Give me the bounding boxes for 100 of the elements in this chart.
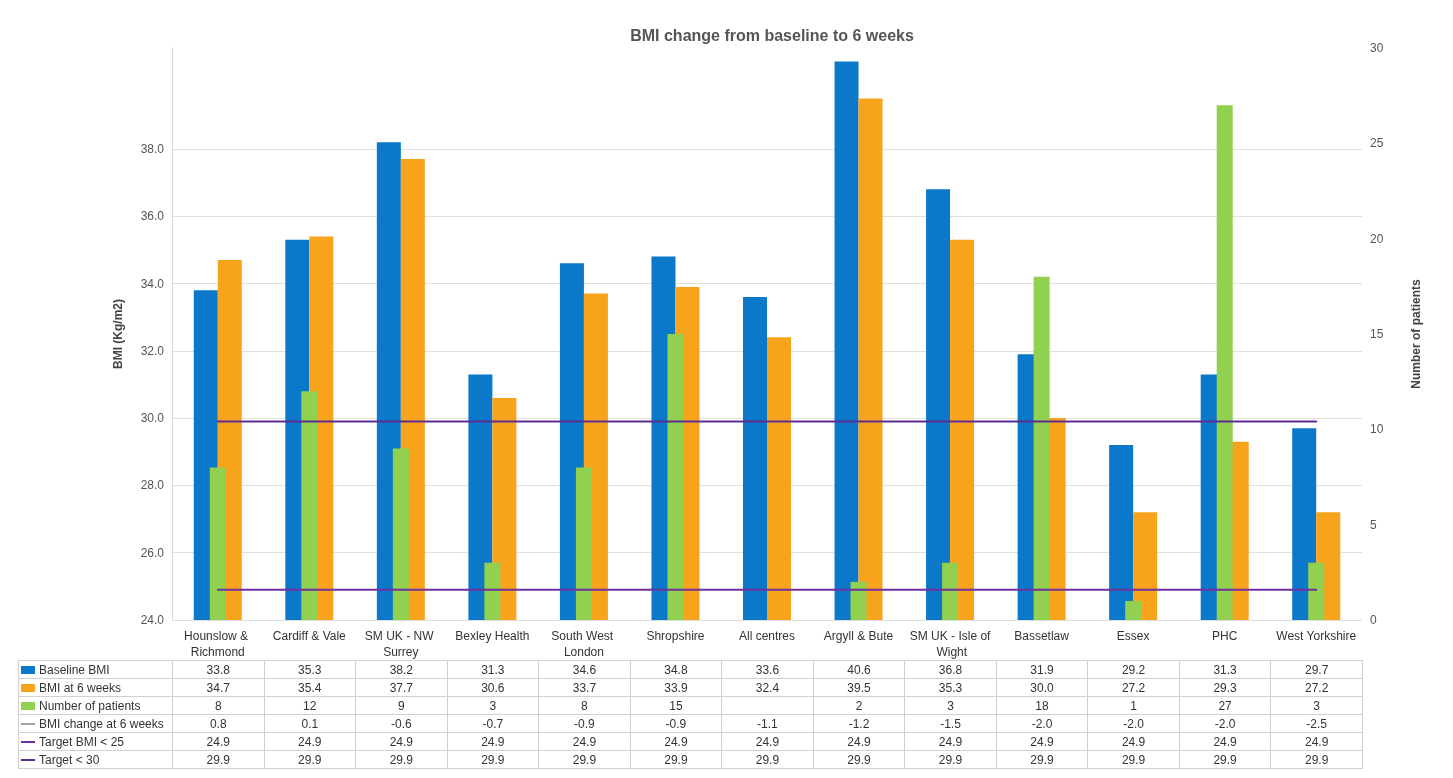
y-tick-label: 38.0 (140, 141, 165, 156)
data-label: 37.7 (355, 678, 448, 697)
data-label: 24.9 (813, 732, 905, 751)
data-label: 9 (355, 696, 448, 715)
text: 0.8 (209, 716, 227, 731)
text: -0.7 (482, 716, 504, 731)
data-label: 36.8 (904, 660, 997, 679)
data-label: 12 (264, 696, 356, 715)
data-label: 32.4 (721, 678, 814, 697)
legend-label: Number of patients (18, 696, 173, 715)
x-tick-label: Shropshire (646, 629, 705, 643)
x-tick-label: SM UK - Isle of Wight (909, 629, 992, 659)
y2-tick-label: 30 (1370, 41, 1384, 55)
data-label: 1 (1087, 696, 1180, 715)
legend-label: BMI at 6 weeks (18, 678, 173, 697)
data-label: 29.9 (355, 750, 448, 769)
data-label: 29.9 (904, 750, 997, 769)
x-tick-label: Essex (1116, 629, 1150, 643)
chart-title: BMI change from baseline to 6 weeks (630, 26, 914, 44)
y-tick-label: 36.0 (140, 209, 165, 224)
data-label: 33.8 (172, 660, 265, 679)
data-label: 33.6 (721, 660, 814, 679)
x-tick-label: PHC (1212, 629, 1238, 643)
data-label: 35.3 (264, 660, 356, 679)
y-tick-label: 30.0 (140, 411, 165, 426)
data-label: 40.6 (813, 660, 905, 679)
data-label: 24.9 (904, 732, 997, 751)
text: -1.5 (940, 716, 961, 731)
data-label: 27 (1179, 696, 1271, 715)
y-axis-title: BMI (Kg/m2) (111, 299, 125, 369)
x-tick-label: Cardiff & Vale (272, 629, 347, 643)
text: -1.1 (757, 716, 778, 731)
data-label: 31.3 (1179, 660, 1271, 679)
data-label: 39.5 (813, 678, 905, 697)
text: -2.0 (1123, 716, 1144, 731)
text: -2.5 (1306, 716, 1327, 731)
text: -0.9 (574, 716, 595, 731)
text: -2.0 (1031, 716, 1053, 731)
y-tick-label: 28.0 (140, 478, 165, 493)
legend-label: Baseline BMI (18, 660, 173, 679)
data-label: 29.9 (264, 750, 356, 769)
data-label: 24.9 (721, 732, 814, 751)
y2-tick-label: 10 (1370, 422, 1384, 437)
data-label: 33.9 (630, 678, 722, 697)
data-label: 24.9 (264, 732, 356, 751)
y2-tick-label: 15 (1370, 327, 1384, 341)
y2-tick-label: 0 (1370, 613, 1377, 627)
data-label: 29.3 (1179, 678, 1271, 697)
data-label: 29.9 (630, 750, 722, 769)
data-label: 24.9 (996, 732, 1088, 751)
data-label: 27.2 (1270, 678, 1363, 697)
legend-label: Target BMI < 25 (18, 732, 173, 751)
data-label: 24.9 (1087, 732, 1180, 751)
data-label: 35.4 (264, 678, 356, 697)
y2-tick-label: 25 (1370, 136, 1384, 151)
bar (942, 562, 959, 620)
data-label: 24.9 (172, 732, 265, 751)
x-tick-label: Argyll & Bute (823, 629, 894, 643)
data-label: 34.7 (172, 678, 265, 697)
data-label: 8 (172, 696, 265, 715)
data-label: 34.6 (538, 660, 631, 679)
data-label: 3 (447, 696, 539, 715)
text: 0.1 (301, 716, 319, 731)
data-label: 18 (996, 696, 1088, 715)
y-tick-label: 32.0 (140, 343, 165, 358)
x-tick-label: Hounslow & Richmond (184, 629, 252, 659)
x-tick-label: Bassetlaw (1014, 629, 1070, 643)
data-label: 29.9 (538, 750, 631, 769)
x-tick-label: All centres (738, 629, 796, 643)
legend-label: Target < 30 (18, 750, 173, 769)
y2-tick-label: 5 (1370, 517, 1377, 532)
x-tick-label: SM UK - NW Surrey (364, 629, 437, 659)
data-label: 27.2 (1087, 678, 1180, 697)
text: -2.0 (1214, 716, 1236, 731)
y-tick-label: 34.0 (140, 276, 165, 291)
text: -0.6 (390, 716, 412, 731)
data-label: 2 (813, 696, 905, 715)
data-label: 29.9 (813, 750, 905, 769)
x-tick-label: Bexley Health (455, 629, 530, 643)
data-label: 8 (538, 696, 631, 715)
data-label: 24.9 (355, 732, 448, 751)
data-label: 33.7 (538, 678, 631, 697)
data-label: 29.9 (721, 750, 814, 769)
data-label: 38.2 (355, 660, 448, 679)
data-label: 24.9 (1270, 732, 1363, 751)
data-label: 29.9 (1087, 750, 1180, 769)
bar (850, 581, 867, 620)
data-label: 29.9 (172, 750, 265, 769)
bar (1216, 105, 1233, 620)
legend-label: BMI change at 6 weeks (18, 714, 173, 733)
data-label: 35.3 (904, 678, 997, 697)
data-label: 31.9 (996, 660, 1088, 679)
text: -1.2 (848, 716, 870, 731)
data-label: 3 (904, 696, 997, 715)
data-label: 29.7 (1270, 660, 1363, 679)
data-label: 30.6 (447, 678, 539, 697)
y2-tick-label: 20 (1370, 231, 1384, 246)
data-label: 24.9 (630, 732, 722, 751)
data-label: 29.9 (1179, 750, 1271, 769)
data-label: 29.2 (1087, 660, 1180, 679)
